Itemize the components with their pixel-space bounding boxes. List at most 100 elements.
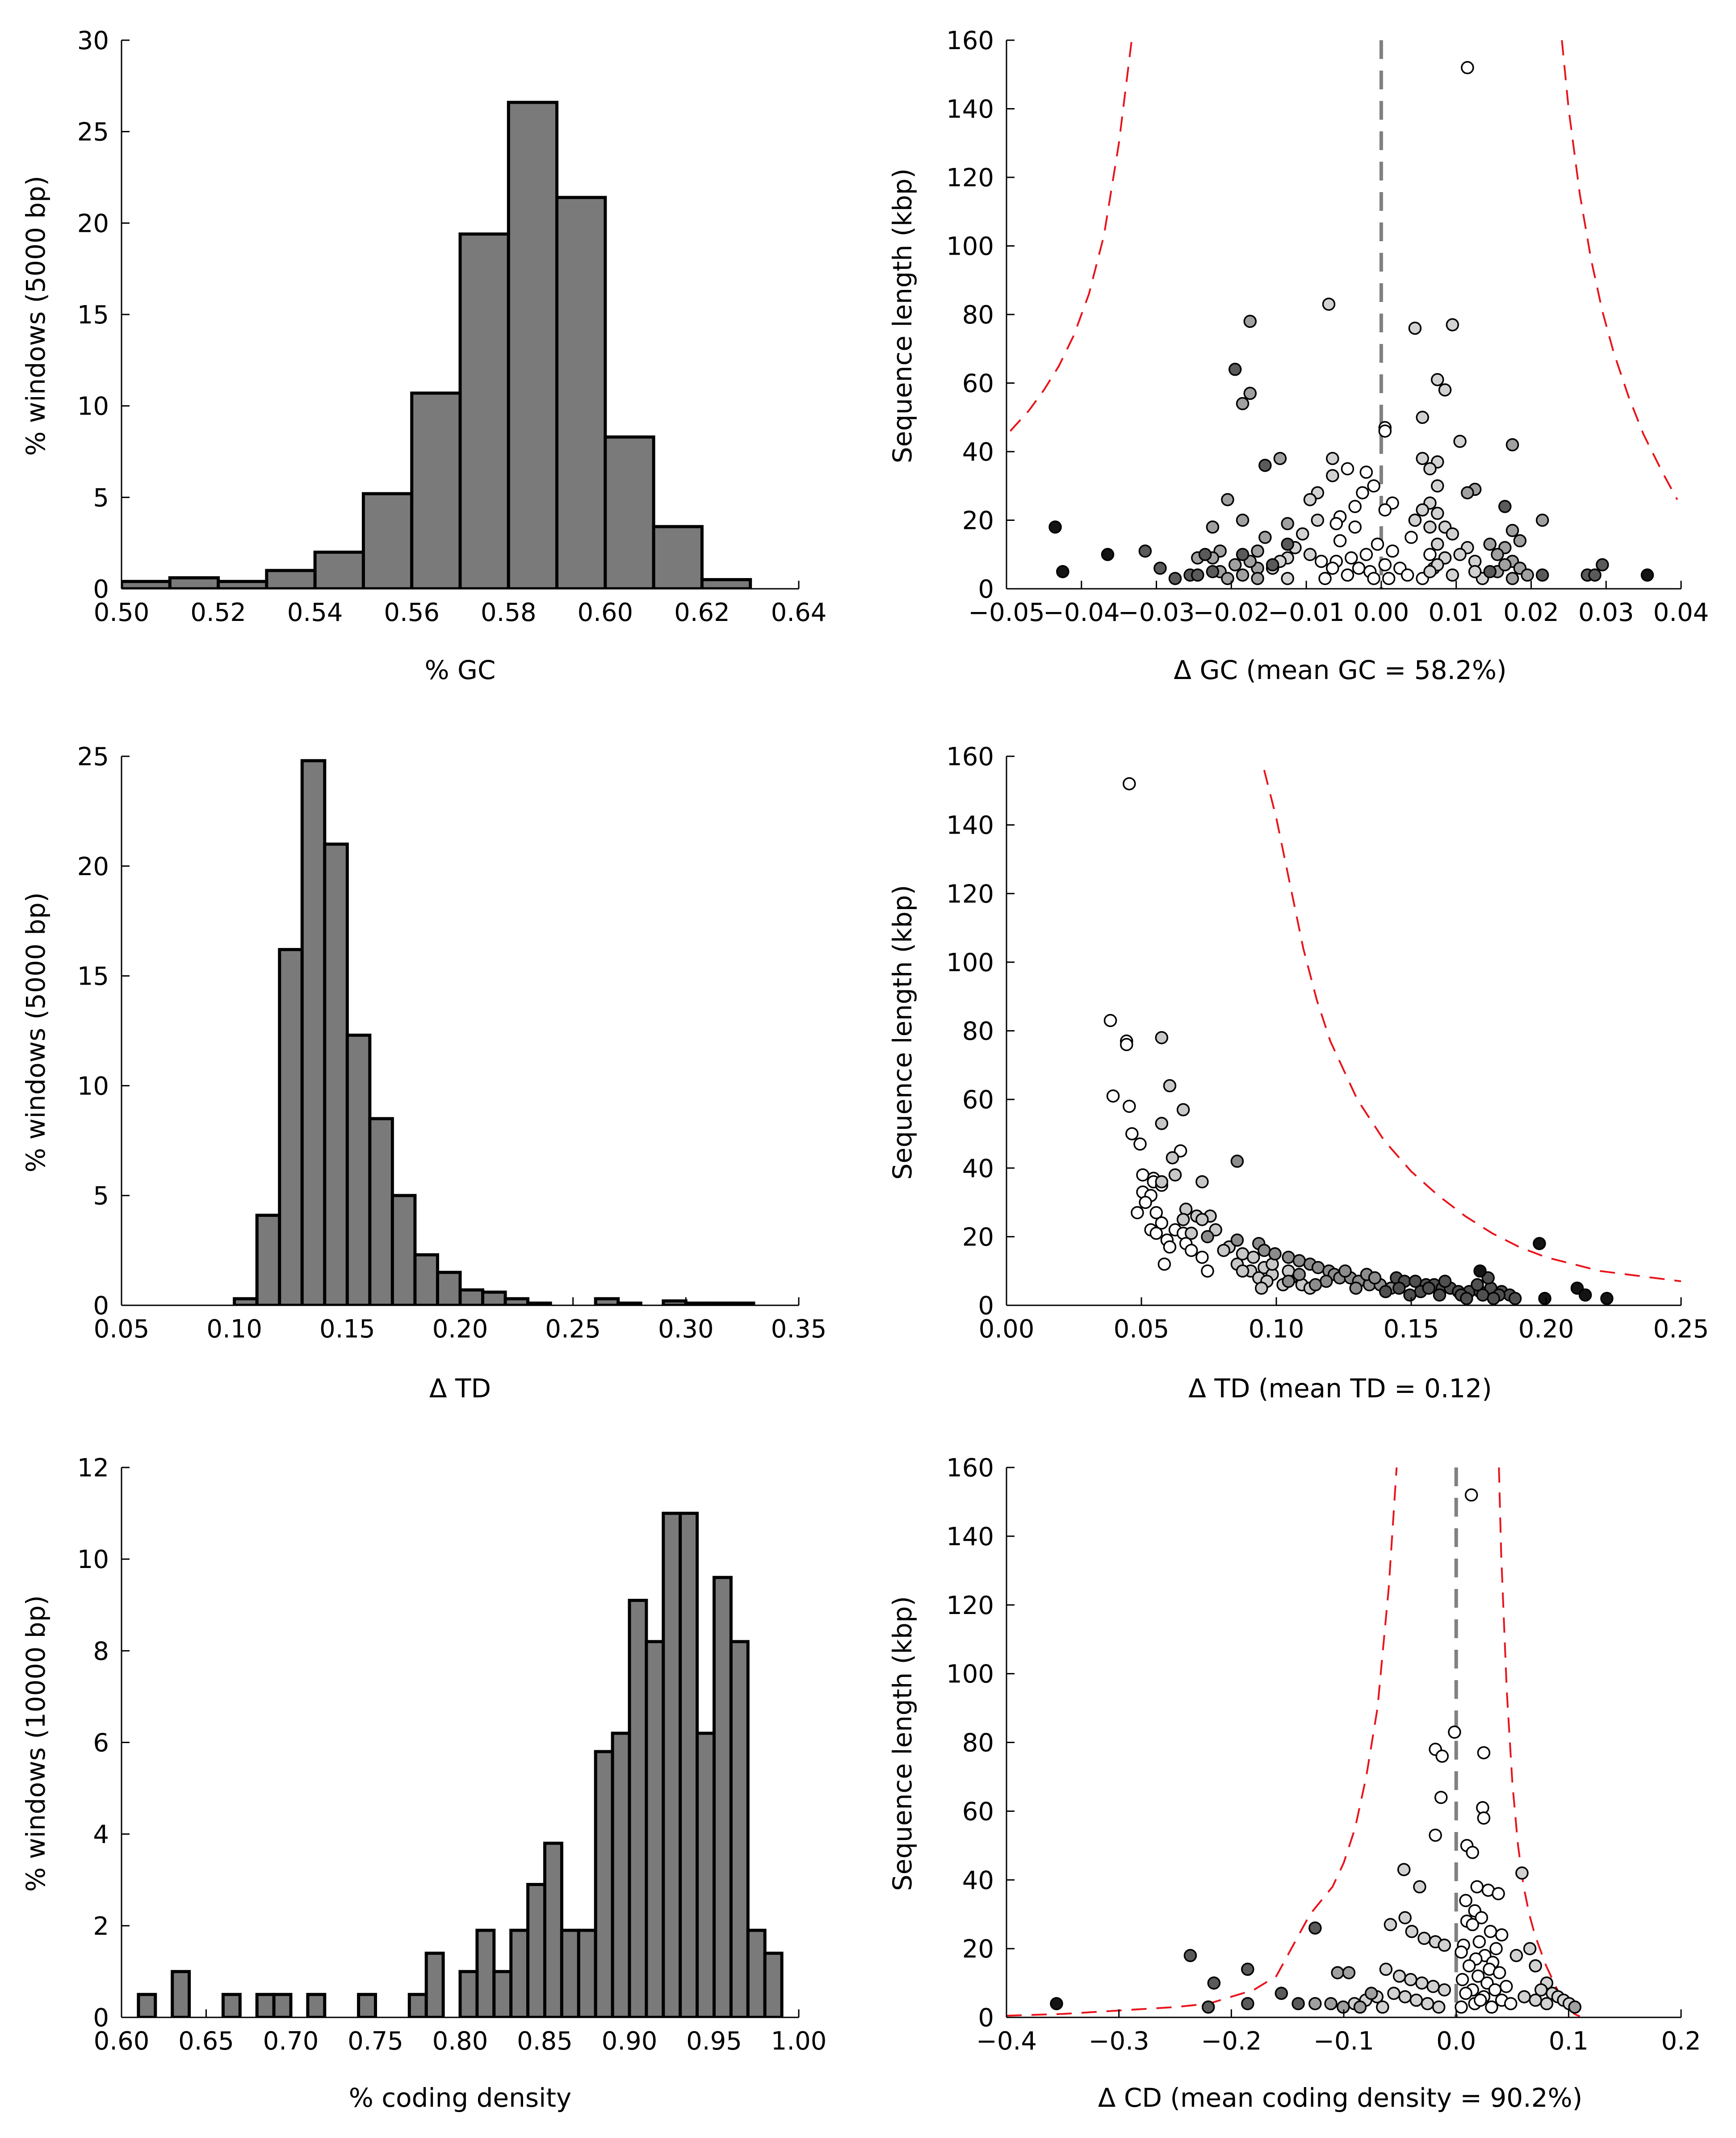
- x-tick-label: −0.2: [1201, 2027, 1262, 2056]
- data-point: [1273, 452, 1287, 465]
- data-point: [1201, 1264, 1214, 1278]
- data-point: [1281, 572, 1294, 585]
- plot-area: [122, 101, 752, 589]
- xlabel: Δ GC (mean GC = 58.2%): [1174, 655, 1506, 685]
- data-point: [1201, 2000, 1215, 2014]
- histogram-bar: [313, 550, 365, 589]
- data-point: [1326, 452, 1339, 465]
- data-point: [1153, 562, 1167, 575]
- data-point: [1405, 531, 1418, 544]
- data-point: [1206, 520, 1220, 534]
- histogram-bar: [503, 1297, 530, 1305]
- histogram-bar: [171, 1970, 191, 2017]
- histogram-bar: [368, 1117, 394, 1305]
- x-tick-label: 0.20: [432, 1315, 488, 1344]
- data-point: [1048, 520, 1062, 534]
- data-point: [1386, 544, 1399, 558]
- data-point: [1474, 1993, 1487, 2007]
- data-point: [1326, 469, 1339, 482]
- y-tick-label: 60: [962, 1086, 994, 1115]
- data-point: [1529, 1993, 1542, 2007]
- histogram-bar: [560, 1928, 580, 2017]
- y-tick-label: 0: [978, 2004, 994, 2033]
- data-point: [1292, 1997, 1305, 2010]
- panel-cd-histogram: % coding density % windows (10000 bp) 0.…: [21, 1454, 826, 2113]
- xlabel: Δ TD: [429, 1373, 491, 1404]
- data-point: [1258, 458, 1272, 472]
- data-point: [1489, 1942, 1503, 1955]
- data-point: [1472, 1935, 1486, 1949]
- data-point: [1459, 1894, 1472, 1907]
- data-point: [1529, 1959, 1542, 1973]
- y-tick-label: 25: [77, 742, 109, 771]
- data-point: [1255, 1281, 1268, 1295]
- data-point: [1453, 548, 1467, 561]
- data-point: [1438, 1983, 1451, 1997]
- data-point: [1266, 558, 1279, 572]
- data-point: [1640, 568, 1654, 582]
- y-tick-label: 2: [93, 1912, 109, 1941]
- data-point: [1326, 562, 1339, 575]
- histogram-bar: [407, 1993, 428, 2017]
- x-tick-label: 0.95: [686, 2027, 742, 2056]
- data-point: [1438, 1274, 1452, 1288]
- data-point: [1282, 1274, 1295, 1288]
- histogram-bar: [217, 580, 268, 589]
- data-point: [1191, 568, 1204, 582]
- threshold-curve: [1009, 40, 1133, 432]
- data-point: [1416, 452, 1429, 465]
- data-point: [1521, 568, 1534, 582]
- data-point: [1207, 1976, 1221, 1990]
- data-point: [1466, 1918, 1479, 1932]
- y-tick-label: 20: [962, 1935, 994, 1964]
- threshold-curve: [1006, 1467, 1398, 2017]
- data-point: [1133, 1137, 1147, 1151]
- y-tick-label: 60: [962, 369, 994, 398]
- xlabel: % coding density: [349, 2083, 572, 2113]
- data-point: [1523, 1942, 1537, 1955]
- x-tick-label: 0.0: [1436, 2027, 1476, 2056]
- data-point: [1353, 2000, 1367, 2014]
- data-point: [1492, 1887, 1505, 1900]
- data-point: [1535, 568, 1549, 582]
- data-point: [1251, 572, 1264, 585]
- y-tick-label: 30: [77, 26, 109, 55]
- y-tick-label: 20: [962, 1223, 994, 1252]
- x-tick-label: 0.05: [94, 1315, 150, 1344]
- x-tick-label: 0.10: [206, 1315, 262, 1344]
- data-point: [1318, 572, 1332, 585]
- data-point: [1435, 1749, 1449, 1763]
- x-tick-label: 0.25: [1653, 1315, 1709, 1344]
- x-tick-label: 0.15: [1384, 1315, 1439, 1344]
- x-tick-label: 0.60: [94, 2027, 150, 2056]
- data-point: [1578, 1288, 1592, 1302]
- y-tick-label: 120: [946, 163, 994, 193]
- data-point: [1423, 520, 1437, 534]
- data-point: [1176, 1213, 1190, 1226]
- data-point: [1123, 1099, 1136, 1113]
- data-point: [1367, 479, 1380, 493]
- histogram-bar: [594, 1297, 620, 1305]
- y-tick-label: 25: [77, 118, 109, 147]
- data-point: [1131, 1206, 1144, 1220]
- data-point: [1416, 503, 1429, 517]
- data-point: [1379, 1285, 1392, 1299]
- y-tick-label: 0: [93, 2004, 109, 2033]
- data-point: [1513, 534, 1527, 548]
- data-point: [1236, 397, 1250, 411]
- plot-area: [137, 1512, 784, 2017]
- data-point: [1376, 2000, 1389, 2014]
- data-point: [1241, 1962, 1254, 1976]
- data-point: [1460, 1291, 1473, 1305]
- data-point: [1471, 1969, 1485, 1983]
- data-point: [1379, 1962, 1393, 1976]
- x-tick-label: 0.52: [190, 598, 246, 627]
- x-tick-label: 0.03: [1578, 598, 1634, 627]
- data-point: [1281, 517, 1294, 530]
- data-point: [1415, 1976, 1429, 1990]
- y-tick-label: 0: [93, 575, 109, 604]
- y-tick-label: 4: [93, 1820, 109, 1849]
- x-tick-label: 0.1: [1549, 2027, 1589, 2056]
- x-tick-label: 0.58: [481, 598, 537, 627]
